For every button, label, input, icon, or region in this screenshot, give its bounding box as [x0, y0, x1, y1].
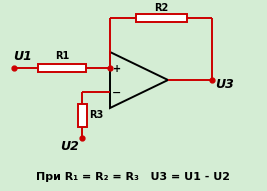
Text: R1: R1 — [55, 51, 69, 61]
Bar — [77, 104, 87, 127]
Text: R2: R2 — [154, 3, 168, 13]
Text: При R₁ = R₂ = R₃   U3 = U1 - U2: При R₁ = R₂ = R₃ U3 = U1 - U2 — [37, 172, 230, 182]
Text: U2: U2 — [60, 140, 79, 153]
Text: −: − — [112, 88, 122, 98]
Text: +: + — [113, 64, 121, 74]
Text: U1: U1 — [13, 50, 32, 63]
Bar — [135, 14, 187, 22]
Text: R3: R3 — [89, 110, 103, 120]
Text: U3: U3 — [215, 79, 234, 91]
Bar — [38, 64, 86, 72]
